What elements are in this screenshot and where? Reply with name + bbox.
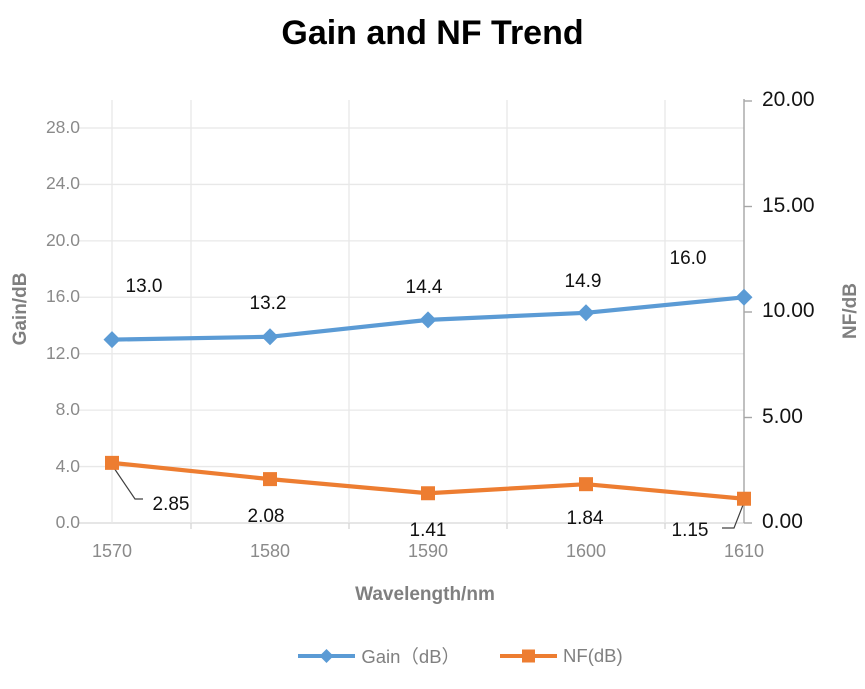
left-axis-tick-label: 20.0 <box>45 229 80 250</box>
chart-title: Gain and NF Trend <box>281 14 584 52</box>
x-axis-tick-label: 1600 <box>565 541 607 561</box>
nf-data-point <box>105 455 119 470</box>
left-axis-tick-label: 28.0 <box>45 117 80 137</box>
gain-data-label: 13.0 <box>125 275 163 297</box>
x-axis-tick-label: 1570 <box>91 541 133 561</box>
gain-data-point <box>103 331 121 349</box>
nf-data-label: 1.84 <box>566 508 604 530</box>
x-axis-tick-label: 1590 <box>407 541 449 561</box>
left-axis-tick-label: 4.0 <box>55 455 80 476</box>
right-axis-tick-label: 10.00 <box>762 299 815 322</box>
left-axis-tick-label: 24.0 <box>45 173 80 194</box>
right-axis-tick-label: 15.00 <box>762 193 815 217</box>
left-axis-tick-label: 16.0 <box>45 286 80 307</box>
x-axis-tick-label: 1610 <box>723 541 765 561</box>
right-axis-tick-label: 20.00 <box>762 88 815 111</box>
nf-data-label: 2.08 <box>247 506 285 528</box>
gain-legend-marker-icon <box>298 649 356 663</box>
nf-data-point <box>579 477 593 492</box>
gain-data-point <box>261 328 279 346</box>
gain-data-point <box>735 288 753 306</box>
left-axis-title: Gain/dB <box>10 272 31 346</box>
gain-data-point <box>419 311 437 329</box>
gain-data-label: 13.2 <box>249 292 287 314</box>
x-axis-title: Wavelength/nm <box>355 584 495 605</box>
legend-item-gain: Gain（dB） <box>298 643 460 669</box>
nf-data-point <box>421 486 435 501</box>
nf-legend-marker-icon <box>500 649 558 663</box>
nf-data-point <box>263 472 277 487</box>
right-axis-tick-label: 5.00 <box>762 404 803 428</box>
left-axis-tick-label: 0.0 <box>55 512 80 532</box>
gain-legend-label: Gain（dB） <box>361 646 461 667</box>
gain-data-label: 16.0 <box>669 248 707 270</box>
nf-legend-label: NF(dB) <box>563 645 623 666</box>
nf-data-point <box>737 491 751 506</box>
right-axis-tick-label: 0.00 <box>762 510 803 533</box>
data-label-leader-line <box>722 504 744 529</box>
nf-data-label: 2.85 <box>152 493 190 515</box>
gain-data-point <box>577 304 595 322</box>
nf-data-label: 1.41 <box>409 520 447 542</box>
legend-item-nf: NF(dB) <box>500 645 623 667</box>
gain-data-label: 14.4 <box>405 276 443 298</box>
x-axis-tick-label: 1580 <box>249 541 291 561</box>
nf-data-label: 1.15 <box>671 519 709 541</box>
left-axis-tick-label: 12.0 <box>45 342 80 363</box>
legend: Gain（dB） NF(dB) <box>0 641 865 671</box>
left-axis-tick-label: 8.0 <box>55 399 80 420</box>
gain-data-label: 14.9 <box>564 270 602 292</box>
data-label-leader-line <box>113 467 143 500</box>
